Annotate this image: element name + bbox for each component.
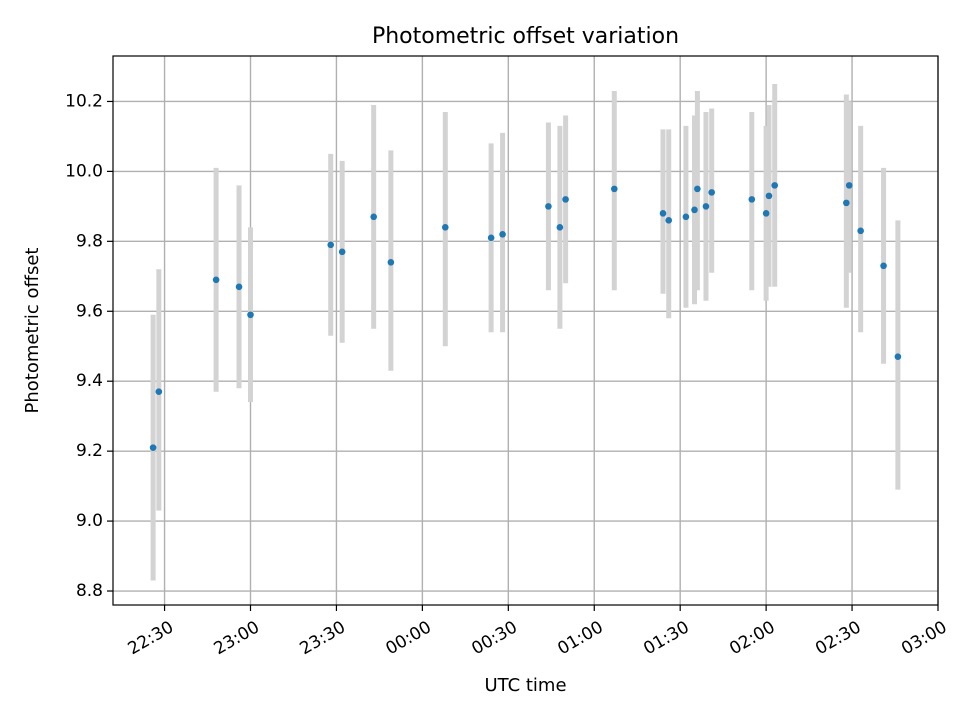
data-point bbox=[694, 185, 701, 193]
data-points bbox=[149, 182, 902, 451]
data-point bbox=[149, 444, 157, 451]
x-tick-label: 01:30 bbox=[640, 617, 692, 659]
data-point bbox=[556, 224, 564, 231]
plot-frame bbox=[112, 55, 939, 606]
data-point bbox=[857, 227, 864, 235]
data-point bbox=[765, 192, 773, 200]
x-tick-label: 02:30 bbox=[812, 617, 864, 659]
data-point bbox=[441, 224, 449, 231]
x-tick-label: 02:00 bbox=[726, 617, 778, 659]
data-point bbox=[545, 203, 552, 210]
data-point bbox=[611, 185, 618, 193]
data-point bbox=[212, 276, 220, 284]
y-tick-label: 8.8 bbox=[76, 581, 103, 601]
x-tick-label: 01:00 bbox=[554, 617, 606, 659]
data-point bbox=[338, 248, 346, 256]
y-tick-label: 9.0 bbox=[76, 511, 103, 531]
y-axis-label: Photometric offset bbox=[22, 248, 43, 414]
data-point bbox=[387, 259, 395, 266]
grid-lines bbox=[113, 56, 939, 605]
data-point bbox=[762, 210, 770, 217]
y-tick-label: 10.2 bbox=[65, 91, 103, 111]
x-tick-label: 22:30 bbox=[125, 617, 177, 659]
y-tick-label: 10.0 bbox=[65, 161, 103, 181]
data-point bbox=[155, 388, 163, 395]
data-point bbox=[748, 196, 756, 203]
x-tick-label: 00:00 bbox=[382, 617, 434, 659]
data-point bbox=[702, 203, 710, 210]
y-tick-label: 9.2 bbox=[76, 441, 103, 461]
chart-title: Photometric offset variation bbox=[372, 24, 679, 49]
data-point bbox=[708, 189, 715, 196]
data-point bbox=[370, 213, 377, 221]
data-point bbox=[880, 262, 887, 270]
x-tick-label: 23:00 bbox=[211, 617, 263, 659]
x-tick-label: 00:30 bbox=[468, 617, 520, 659]
error-bars bbox=[150, 83, 901, 581]
data-point bbox=[235, 283, 243, 291]
x-tick-label: 03:00 bbox=[898, 617, 950, 659]
y-tick-label: 9.6 bbox=[76, 301, 103, 321]
y-tick-label: 9.8 bbox=[76, 231, 103, 251]
data-point bbox=[499, 231, 506, 238]
x-axis-label: UTC time bbox=[484, 675, 566, 696]
data-point bbox=[487, 234, 495, 242]
y-tick-label: 9.4 bbox=[76, 371, 103, 391]
data-point bbox=[327, 241, 335, 249]
data-point bbox=[845, 182, 853, 189]
data-point bbox=[691, 206, 698, 214]
data-point bbox=[771, 182, 779, 189]
data-point bbox=[562, 196, 569, 203]
data-point bbox=[843, 199, 850, 207]
data-point bbox=[659, 210, 667, 217]
data-point bbox=[247, 311, 254, 319]
data-point bbox=[665, 217, 673, 224]
data-point bbox=[682, 213, 690, 221]
data-point bbox=[894, 353, 902, 361]
x-tick-label: 23:30 bbox=[297, 617, 349, 659]
